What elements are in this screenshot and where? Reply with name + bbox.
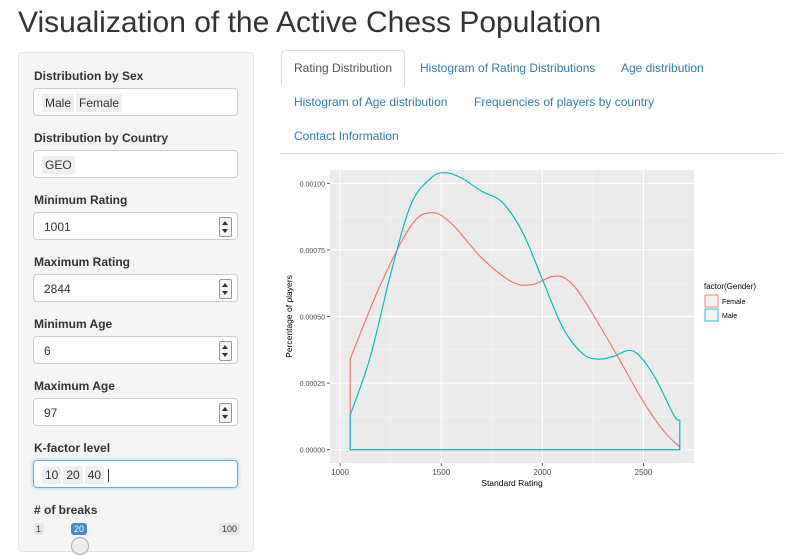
tab-histogram-age[interactable]: Histogram of Age distribution — [294, 95, 448, 109]
density-line-male — [349, 172, 681, 451]
spin-up-icon[interactable] — [222, 407, 228, 411]
min-age-label: Minimum Age — [34, 317, 113, 331]
x-tick-label: 2500 — [635, 468, 653, 477]
kfactor-chip-40[interactable]: 40 — [84, 466, 105, 484]
max-rating-label: Maximum Rating — [34, 255, 131, 269]
max-rating-input[interactable]: 2844 — [33, 274, 238, 302]
legend-title: factor(Gender) — [704, 282, 756, 291]
legend-key-male — [704, 308, 719, 322]
tab-age-distribution[interactable]: Age distribution — [621, 61, 704, 75]
max-age-label: Maximum Age — [34, 379, 115, 393]
spin-down-icon[interactable] — [222, 229, 228, 233]
kfactor-select[interactable]: 10 20 40 — [33, 460, 238, 488]
tab-histogram-rating[interactable]: Histogram of Rating Distributions — [420, 61, 596, 75]
text-cursor — [108, 469, 110, 483]
max-age-value: 97 — [44, 406, 58, 420]
breaks-slider-min: 1 — [33, 523, 45, 535]
min-rating-value: 1001 — [44, 220, 71, 234]
max-rating-value: 2844 — [44, 282, 71, 296]
max-age-spinner[interactable] — [219, 403, 232, 423]
spin-down-icon[interactable] — [222, 291, 228, 295]
kfactor-label: K-factor level — [34, 441, 111, 455]
spin-down-icon[interactable] — [222, 415, 228, 419]
country-select[interactable]: GEO — [33, 150, 238, 178]
page-title: Visualization of the Active Chess Popula… — [18, 6, 602, 39]
min-rating-label: Minimum Rating — [34, 193, 128, 207]
breaks-slider-handle[interactable] — [71, 537, 89, 555]
sex-chip-male[interactable]: Male — [42, 94, 75, 112]
sex-select[interactable]: Male Female — [33, 88, 238, 116]
x-tick-label: 1500 — [432, 468, 450, 477]
country-label: Distribution by Country — [34, 131, 168, 145]
kfactor-chip-20[interactable]: 20 — [63, 466, 83, 484]
spin-up-icon[interactable] — [222, 221, 228, 225]
min-rating-input[interactable]: 1001 — [33, 212, 238, 240]
legend-key-female — [704, 294, 719, 308]
legend-label-male: Male — [722, 313, 737, 320]
sidebar-panel: Distribution by Sex Male Female Distribut… — [18, 52, 254, 555]
y-tick-label: 0.00075 — [300, 248, 325, 255]
max-age-input[interactable]: 97 — [33, 398, 238, 426]
min-age-input[interactable]: 6 — [33, 336, 238, 364]
rating-density-chart: 1000 1500 2000 2500 0.00000 0.00025 0.00050 0.0… — [284, 170, 756, 488]
y-tick-label: 0.00025 — [300, 381, 325, 388]
spin-up-icon[interactable] — [222, 345, 228, 349]
sex-label: Distribution by Sex — [34, 69, 144, 83]
spin-up-icon[interactable] — [222, 283, 228, 287]
tab-contact-information[interactable]: Contact Information — [294, 129, 399, 143]
breaks-slider-value: 20 — [71, 523, 88, 535]
x-tick-label: 1000 — [331, 468, 349, 477]
breaks-slider-max: 100 — [219, 523, 241, 535]
country-chip[interactable]: GEO — [42, 156, 75, 174]
kfactor-chip-10[interactable]: 10 — [42, 466, 62, 484]
min-age-spinner[interactable] — [219, 341, 232, 361]
max-rating-spinner[interactable] — [219, 279, 232, 299]
breaks-label: # of breaks — [34, 503, 98, 517]
spin-down-icon[interactable] — [222, 353, 228, 357]
density-line-female — [349, 211, 681, 451]
y-tick-label: 0.00000 — [300, 448, 325, 455]
min-rating-spinner[interactable] — [219, 217, 232, 237]
y-axis-title: Percentage of players — [284, 275, 294, 358]
legend-label-female: Female — [722, 299, 745, 306]
min-age-value: 6 — [44, 344, 51, 358]
chart-panel: 1000 1500 2000 2500 0.00000 0.00025 0.00050 0.0… — [282, 162, 782, 497]
y-tick-label: 0.00100 — [300, 181, 325, 188]
tab-rating-distribution[interactable]: Rating Distribution — [281, 50, 406, 86]
sex-chip-female[interactable]: Female — [76, 94, 123, 112]
tab-frequencies-country[interactable]: Frequencies of players by country — [474, 95, 655, 109]
y-tick-label: 0.00050 — [300, 315, 325, 322]
x-tick-label: 2000 — [533, 468, 551, 477]
x-axis-title: Standard Rating — [481, 478, 543, 488]
tab-divider — [280, 153, 783, 154]
